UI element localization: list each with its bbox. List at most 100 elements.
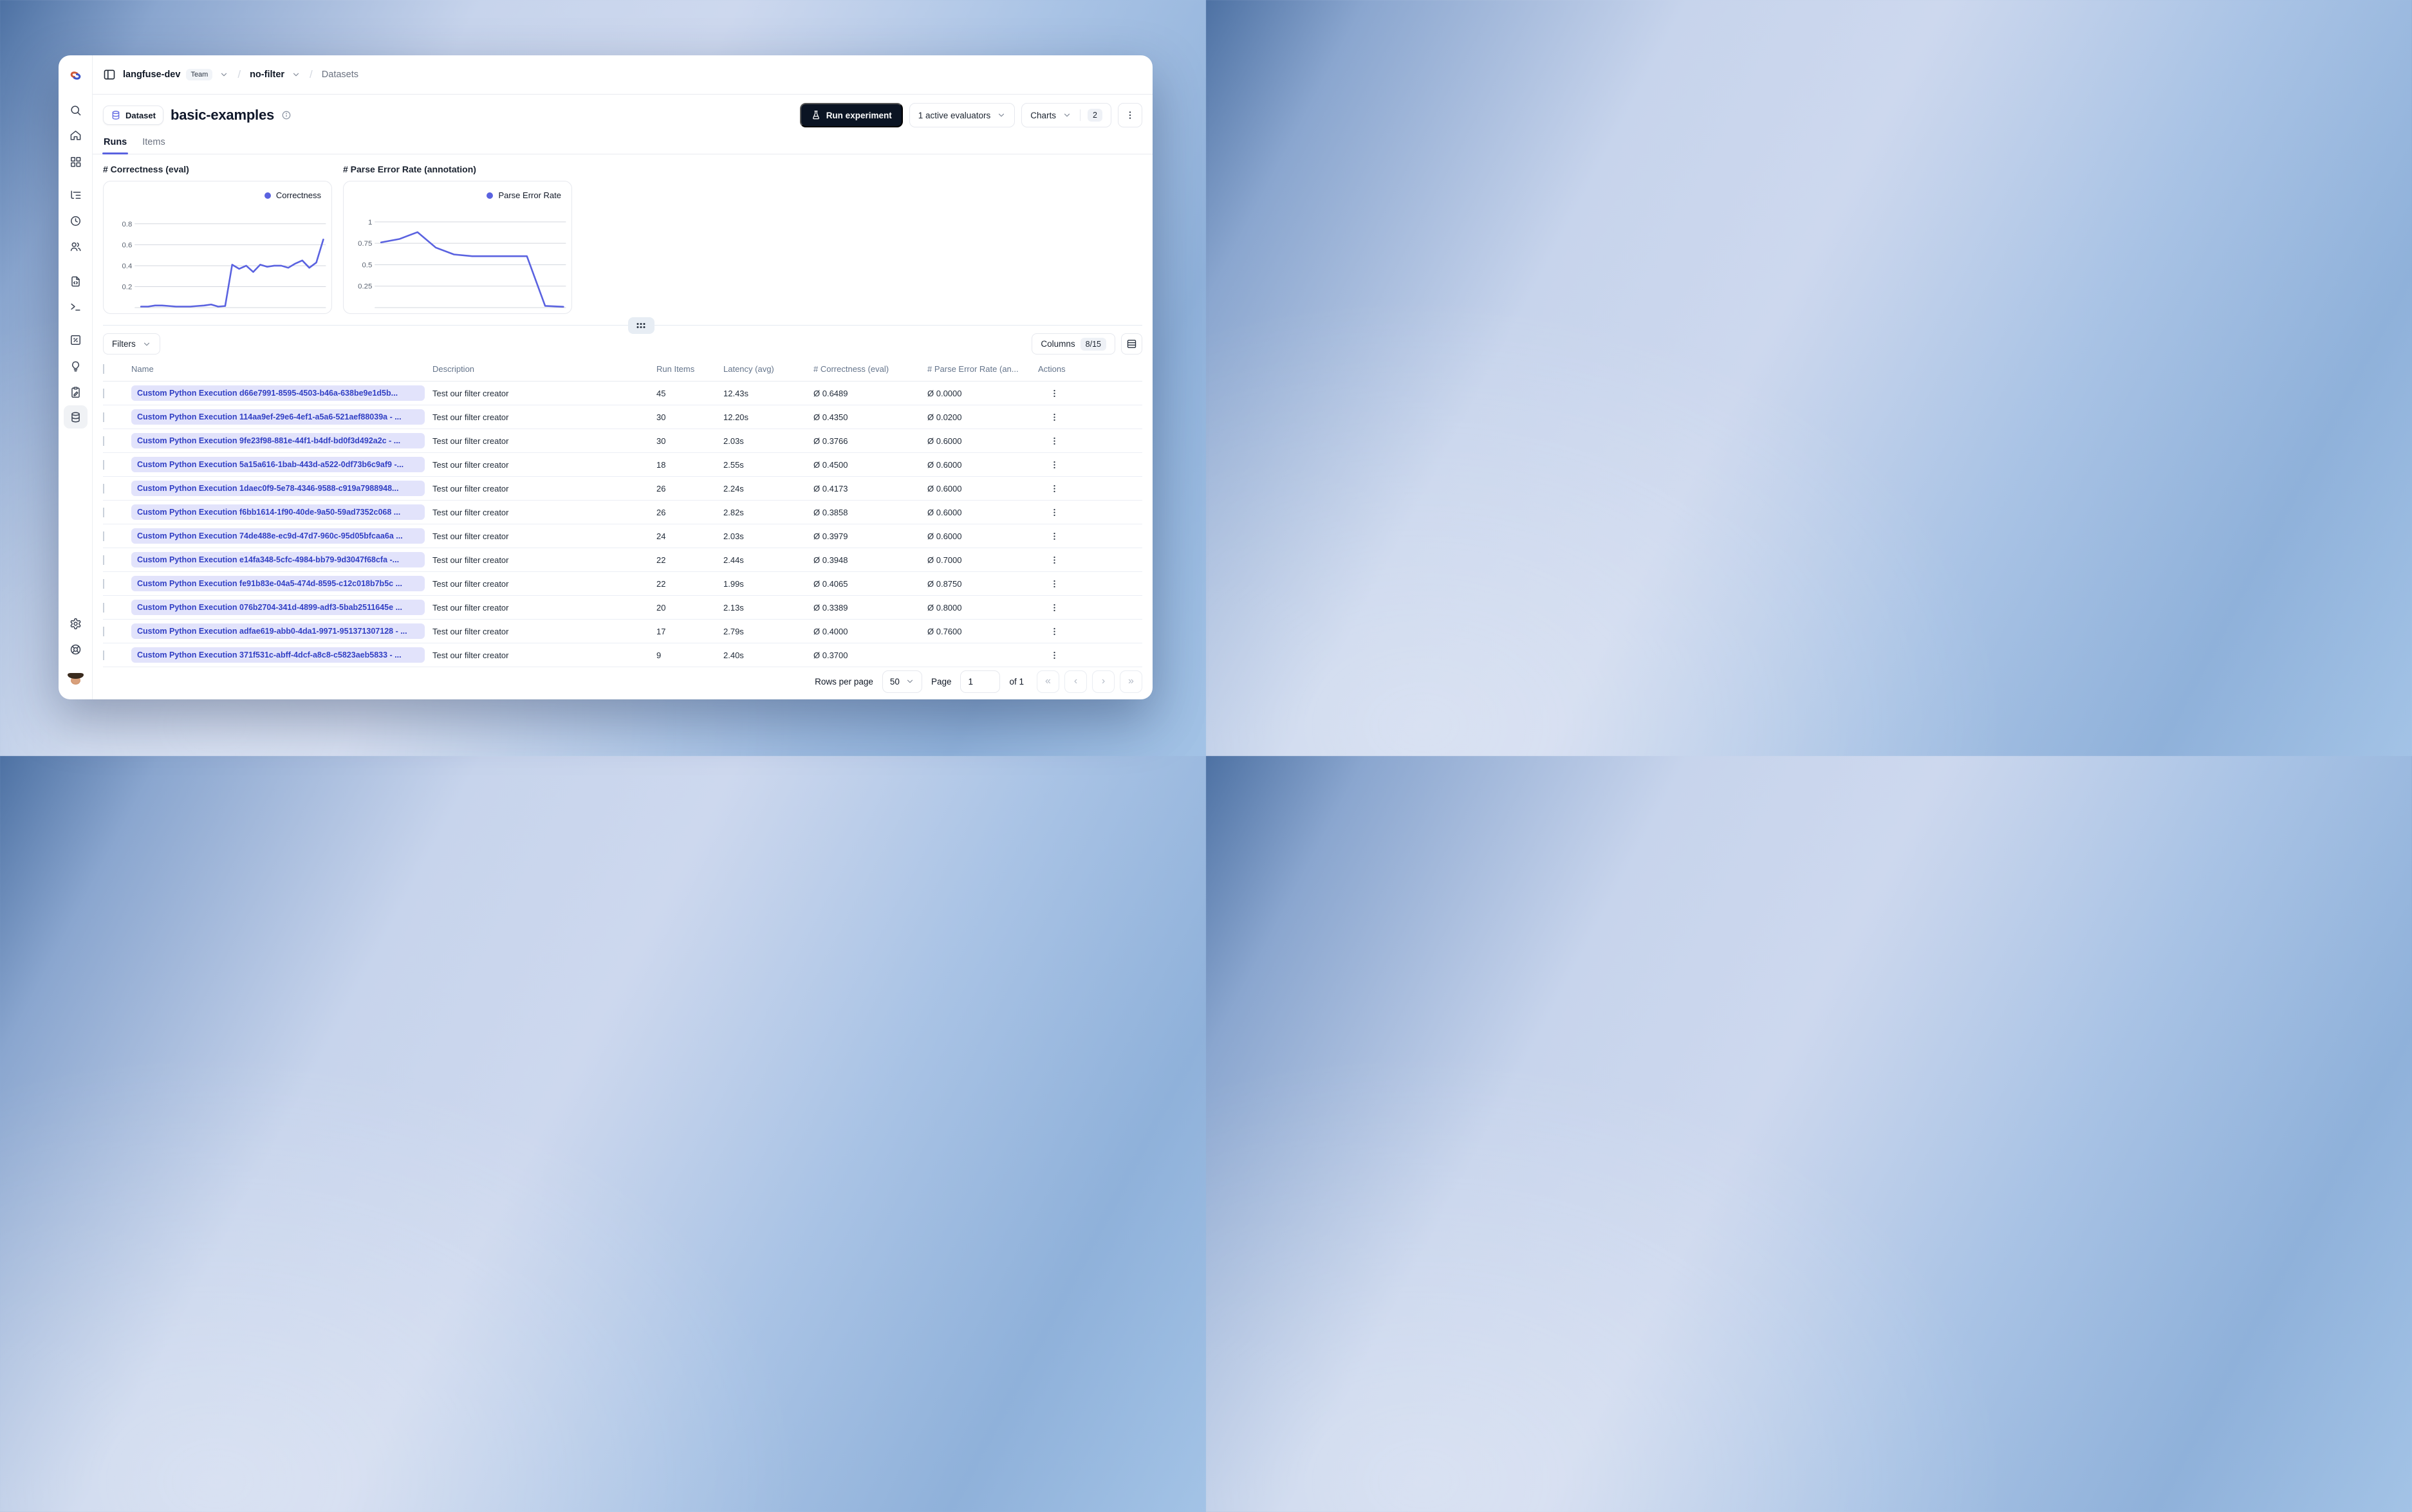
row-actions-kebab-icon[interactable] [1050, 460, 1059, 470]
settings-icon[interactable] [64, 612, 88, 635]
run-name-link[interactable]: Custom Python Execution 9fe23f98-881e-44… [131, 433, 425, 448]
column-header-description[interactable]: Description [432, 364, 475, 374]
column-header-run-items[interactable]: Run Items [656, 364, 695, 374]
column-header-correctness[interactable]: # Correctness (eval) [813, 364, 889, 374]
prompts-icon[interactable] [64, 270, 88, 293]
run-name-link[interactable]: Custom Python Execution e14fa348-5cfc-49… [131, 552, 425, 567]
row-actions-kebab-icon[interactable] [1050, 508, 1059, 517]
user-avatar[interactable] [65, 673, 86, 694]
row-actions-kebab-icon[interactable] [1050, 436, 1059, 446]
sidebar-toggle-icon[interactable] [103, 68, 116, 81]
table-header: Name Description Run Items Latency (avg)… [103, 357, 1142, 382]
run-name-link[interactable]: Custom Python Execution 076b2704-341d-48… [131, 600, 425, 615]
chevron-down-icon[interactable] [219, 70, 228, 79]
row-checkbox[interactable] [103, 507, 104, 517]
row-checkbox[interactable] [103, 650, 104, 660]
row-checkbox[interactable] [103, 531, 104, 541]
tab-items[interactable]: Items [142, 137, 165, 147]
users-icon[interactable] [64, 235, 88, 258]
datasets-icon[interactable] [64, 405, 88, 429]
playground-icon[interactable] [64, 295, 88, 318]
correctness-value: Ø 0.6489 [813, 388, 848, 398]
run-name-link[interactable]: Custom Python Execution 1daec0f9-5e78-43… [131, 481, 425, 496]
latency-value: 12.43s [723, 388, 749, 398]
evaluators-icon[interactable] [64, 328, 88, 351]
page-number-input[interactable] [960, 670, 1001, 693]
row-actions-kebab-icon[interactable] [1050, 484, 1059, 493]
topbar: langfuse-dev Team / no-filter / Datasets [93, 55, 1153, 95]
svg-text:0.8: 0.8 [122, 221, 132, 228]
tracing-icon[interactable] [64, 183, 88, 207]
breadcrumb-separator: / [237, 68, 241, 80]
row-actions-kebab-icon[interactable] [1050, 627, 1059, 636]
breadcrumb-page[interactable]: Datasets [321, 69, 359, 80]
charts-dropdown[interactable]: Charts 2 [1021, 103, 1111, 127]
columns-button[interactable]: Columns 8/15 [1032, 333, 1115, 355]
legend-dot [487, 192, 494, 199]
next-page-button[interactable]: › [1092, 670, 1115, 693]
last-page-button[interactable]: » [1120, 670, 1142, 693]
parse-error-value: Ø 0.8750 [927, 578, 962, 589]
evaluators-dropdown[interactable]: 1 active evaluators [909, 103, 1016, 127]
column-header-parse-error[interactable]: # Parse Error Rate (an... [927, 364, 1019, 374]
support-icon[interactable] [64, 638, 88, 661]
filters-button[interactable]: Filters [103, 333, 160, 355]
run-description: Test our filter creator [432, 483, 509, 493]
svg-text:0.4: 0.4 [122, 263, 132, 270]
run-items-value: 18 [656, 459, 666, 470]
rows-per-page-select[interactable]: 50 [882, 670, 922, 693]
row-checkbox[interactable] [103, 388, 104, 398]
table-row: Custom Python Execution e14fa348-5cfc-49… [103, 548, 1142, 572]
row-actions-kebab-icon[interactable] [1050, 579, 1059, 589]
breadcrumb-org[interactable]: langfuse-dev [123, 69, 181, 80]
row-checkbox[interactable] [103, 412, 104, 422]
column-header-latency[interactable]: Latency (avg) [723, 364, 774, 374]
row-actions-kebab-icon[interactable] [1050, 555, 1059, 565]
run-experiment-button[interactable]: Run experiment [799, 103, 903, 127]
dashboard-icon[interactable] [64, 150, 88, 173]
column-header-name[interactable]: Name [131, 364, 154, 374]
parse-error-value: Ø 0.6000 [927, 507, 962, 517]
row-actions-kebab-icon[interactable] [1050, 603, 1059, 613]
row-height-button[interactable] [1121, 333, 1142, 355]
run-name-link[interactable]: Custom Python Execution 74de488e-ec9d-47… [131, 528, 425, 544]
run-name-link[interactable]: Custom Python Execution fe91b83e-04a5-47… [131, 576, 425, 591]
row-checkbox[interactable] [103, 459, 104, 470]
run-name-link[interactable]: Custom Python Execution 114aa9ef-29e6-4e… [131, 409, 425, 425]
home-icon[interactable] [64, 124, 88, 147]
info-icon[interactable] [281, 110, 292, 120]
search-icon[interactable] [64, 98, 88, 122]
prev-page-button[interactable]: ‹ [1064, 670, 1087, 693]
insights-icon[interactable] [64, 355, 88, 378]
row-checkbox[interactable] [103, 626, 104, 636]
annotation-icon[interactable] [64, 380, 88, 403]
run-name-link[interactable]: Custom Python Execution 371f531c-abff-4d… [131, 647, 425, 663]
row-checkbox[interactable] [103, 602, 104, 613]
row-checkbox[interactable] [103, 555, 104, 565]
run-name-link[interactable]: Custom Python Execution f6bb1614-1f90-40… [131, 504, 425, 520]
resize-grip-handle[interactable] [627, 317, 654, 334]
run-name-link[interactable]: Custom Python Execution 5a15a616-1bab-44… [131, 457, 425, 472]
run-description: Test our filter creator [432, 388, 509, 398]
parse-error-value: Ø 0.6000 [927, 531, 962, 541]
run-name-link[interactable]: Custom Python Execution adfae619-abb0-4d… [131, 623, 425, 639]
columns-label: Columns [1041, 339, 1075, 349]
run-name-link[interactable]: Custom Python Execution d66e7991-8595-45… [131, 385, 425, 401]
row-actions-kebab-icon[interactable] [1050, 389, 1059, 398]
row-actions-kebab-icon[interactable] [1050, 650, 1059, 660]
select-all-checkbox[interactable] [103, 364, 104, 374]
svg-text:1: 1 [368, 219, 372, 226]
row-actions-kebab-icon[interactable] [1050, 531, 1059, 541]
sessions-icon[interactable] [64, 209, 88, 232]
chevron-down-icon[interactable] [292, 70, 301, 79]
row-checkbox[interactable] [103, 436, 104, 446]
first-page-button[interactable]: « [1037, 670, 1059, 693]
table-row: Custom Python Execution d66e7991-8595-45… [103, 382, 1142, 405]
breadcrumb-project[interactable]: no-filter [250, 69, 285, 80]
row-actions-kebab-icon[interactable] [1050, 412, 1059, 422]
more-actions-button[interactable] [1118, 103, 1142, 127]
tab-runs[interactable]: Runs [102, 137, 129, 154]
run-description: Test our filter creator [432, 436, 509, 446]
row-checkbox[interactable] [103, 483, 104, 493]
row-checkbox[interactable] [103, 578, 104, 589]
